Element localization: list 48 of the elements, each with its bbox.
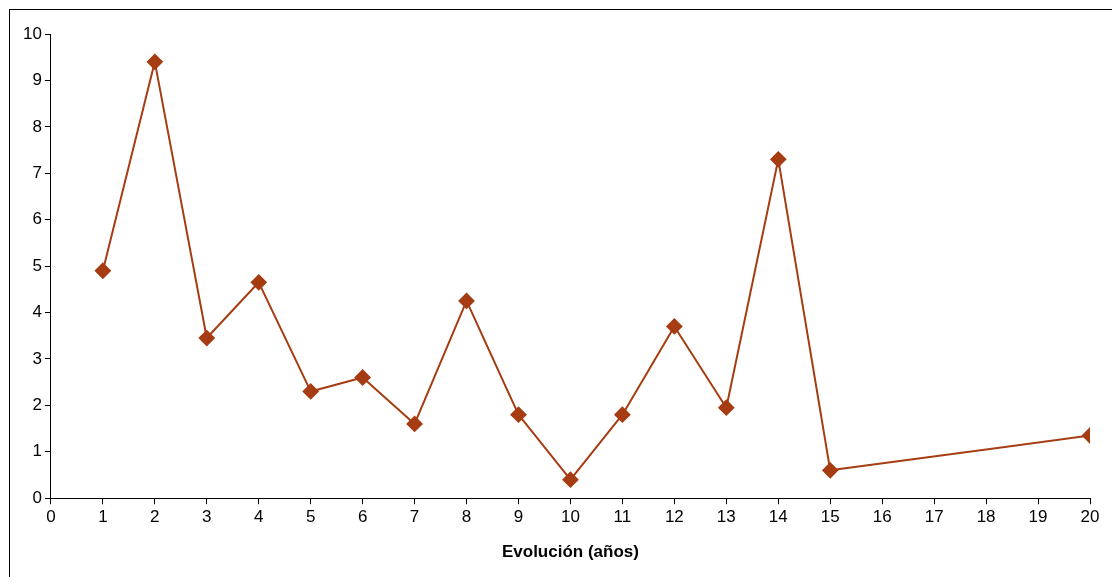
x-tick-label: 11 <box>613 507 632 527</box>
x-axis-title: Evolución (años) <box>501 542 639 562</box>
point <box>666 318 683 335</box>
x-tick-label: 6 <box>357 507 368 527</box>
y-tick-label: 5 <box>32 255 42 275</box>
x-tick-label: 18 <box>976 507 996 527</box>
point <box>94 262 111 279</box>
point <box>198 330 215 347</box>
x-tick-label: 17 <box>924 507 944 527</box>
point <box>302 383 319 400</box>
x-tick-label: 0 <box>46 507 56 527</box>
y-tick-label: 0 <box>32 487 42 507</box>
y-tick-label: 3 <box>32 348 42 368</box>
x-tick-label: 9 <box>513 507 524 527</box>
x-tick-label: 8 <box>461 507 472 527</box>
x-tick-label: 4 <box>253 507 264 527</box>
point <box>770 151 787 168</box>
point <box>562 471 579 488</box>
point <box>510 406 527 423</box>
x-tick-label: 1 <box>98 507 108 527</box>
x-tick-label: 7 <box>409 507 420 527</box>
y-tick-label: 2 <box>32 395 42 415</box>
y-tick-label: 1 <box>32 441 42 461</box>
point <box>406 415 423 432</box>
y-tick-label: 7 <box>32 162 42 182</box>
point <box>250 274 267 291</box>
y-tick-label: 8 <box>32 116 42 136</box>
x-tick-label: 16 <box>872 507 892 527</box>
point <box>822 462 839 479</box>
point <box>718 399 735 416</box>
y-tick-label: 6 <box>32 209 42 229</box>
point <box>458 292 475 309</box>
x-tick-label: 3 <box>202 507 212 527</box>
point <box>354 369 371 386</box>
x-tick-label: 15 <box>820 507 840 527</box>
x-tick-label: 14 <box>768 507 788 527</box>
y-tick-label: 4 <box>32 302 42 322</box>
x-tick-label: 13 <box>716 507 736 527</box>
y-tick-label: 9 <box>32 70 42 90</box>
point <box>614 406 631 423</box>
x-tick-label: 5 <box>305 507 316 527</box>
x-tick-label: 19 <box>1028 507 1048 527</box>
y-tick-label: 10 <box>22 23 42 43</box>
x-tick-label: 20 <box>1080 507 1100 527</box>
x-tick-label: 12 <box>664 507 684 527</box>
x-tick-label: 2 <box>150 507 160 527</box>
point <box>146 53 163 70</box>
x-tick-label: 10 <box>560 507 580 527</box>
